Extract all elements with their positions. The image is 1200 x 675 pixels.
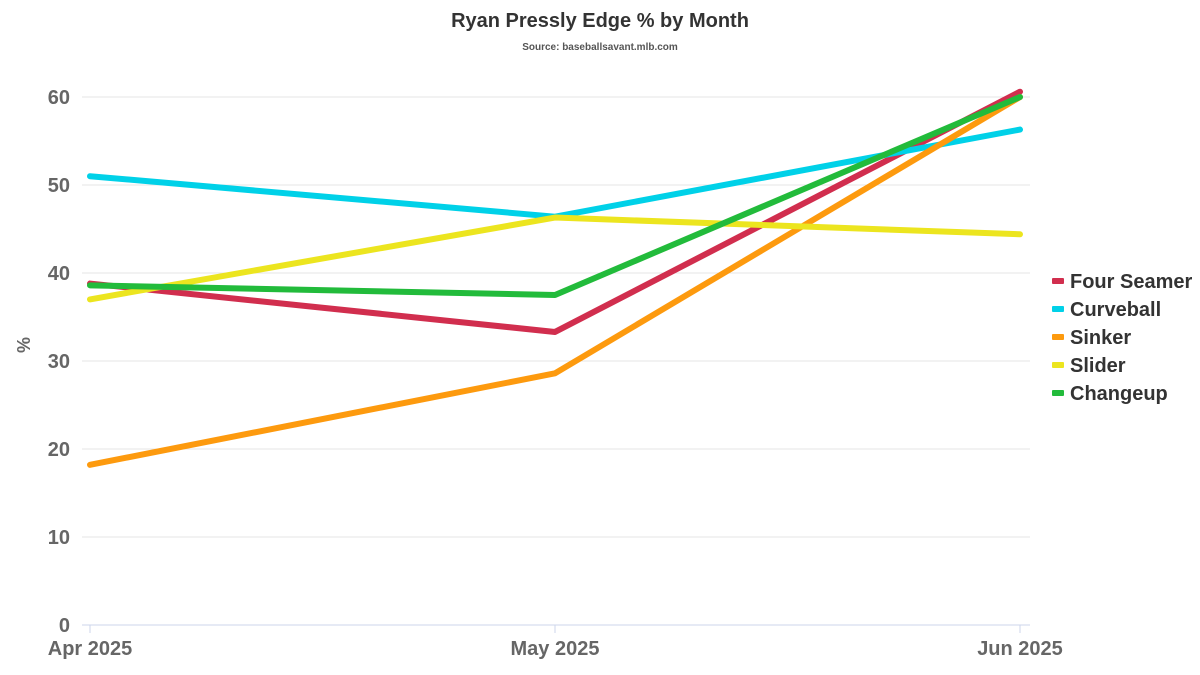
y-tick-label: 20	[48, 439, 70, 461]
legend-item-label[interactable]: Curveball	[1070, 299, 1161, 321]
chart-subtitle: Source: baseballsavant.mlb.com	[522, 42, 678, 53]
x-tick-label: May 2025	[511, 638, 600, 660]
series-lines	[87, 88, 1023, 468]
y-tick-label: 0	[59, 615, 70, 637]
y-tick-label: 40	[48, 263, 70, 285]
series-line-four-seamer[interactable]	[87, 88, 1023, 335]
legend-swatch	[1052, 278, 1064, 284]
legend: Four Seamer Curveball Sinker Slider Changeup	[1052, 271, 1192, 405]
legend-swatch	[1052, 334, 1064, 340]
legend-item-label[interactable]: Sinker	[1070, 327, 1131, 349]
series-line-sinker[interactable]	[87, 94, 1023, 468]
y-tick-label: 10	[48, 527, 70, 549]
legend-swatch	[1052, 390, 1064, 396]
y-tick-label: 30	[48, 351, 70, 373]
series-line-curveball[interactable]	[87, 126, 1023, 220]
axes: 0 10 20 30 40 50 60 Apr 2025 May 2025 Jun 2025	[48, 87, 1063, 660]
x-tick-label: Jun 2025	[977, 638, 1063, 660]
legend-item-label[interactable]: Four Seamer	[1070, 271, 1192, 293]
legend-swatch	[1052, 306, 1064, 312]
y-tick-label: 60	[48, 87, 70, 109]
y-tick-label: 50	[48, 175, 70, 197]
legend-swatch	[1052, 362, 1064, 368]
y-axis-label: %	[14, 337, 34, 353]
legend-item-label[interactable]: Changeup	[1070, 383, 1168, 405]
series-line-slider[interactable]	[87, 214, 1023, 303]
x-tick-label: Apr 2025	[48, 638, 133, 660]
legend-item-label[interactable]: Slider	[1070, 355, 1126, 377]
chart-title: Ryan Pressly Edge % by Month	[451, 10, 749, 32]
series-line-changeup[interactable]	[87, 94, 1023, 298]
